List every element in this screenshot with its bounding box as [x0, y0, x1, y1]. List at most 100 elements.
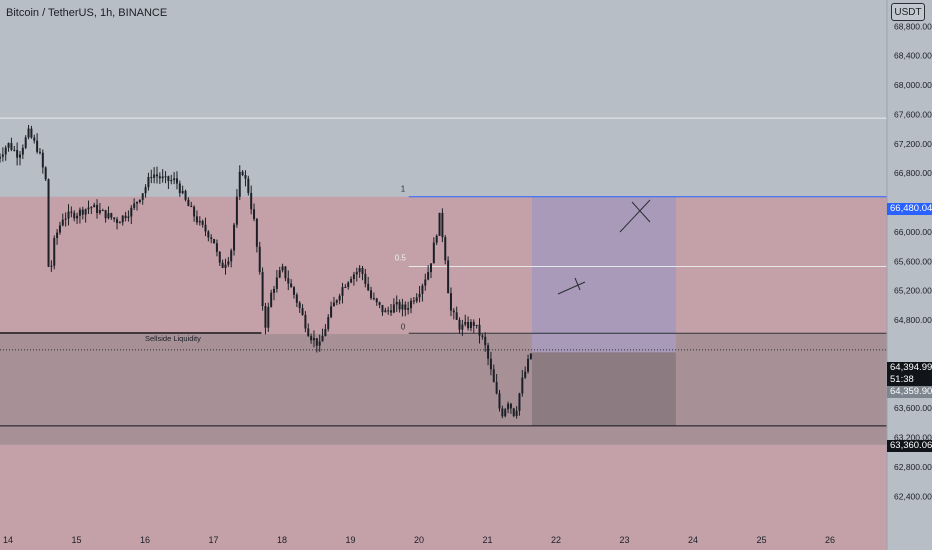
candle-body [518, 393, 521, 411]
candle-body [458, 319, 461, 330]
candle-body [98, 210, 101, 213]
candle-body [198, 221, 201, 223]
candle-body [138, 199, 141, 203]
candle-body [30, 128, 33, 138]
candle-body [295, 294, 298, 303]
candle-body [407, 308, 410, 310]
candle-body [344, 286, 347, 288]
candle-body [318, 341, 321, 346]
candle-body [16, 150, 19, 158]
candle-body [307, 328, 310, 337]
candle-body [21, 147, 24, 155]
x-tick-label: 25 [756, 535, 766, 545]
candle-body [50, 265, 53, 267]
candle-body [504, 409, 507, 417]
candle-body [287, 278, 290, 284]
candle-body [184, 190, 187, 200]
candle-body [241, 171, 244, 176]
candle-body [133, 203, 136, 208]
candle-body [261, 271, 264, 307]
candle-body [141, 193, 144, 200]
candle-body [56, 232, 59, 239]
y-tick-label: 65,600.00 [894, 256, 932, 266]
candle-body [173, 178, 176, 181]
candle-body [387, 310, 390, 312]
candle-body [338, 295, 341, 301]
candle-body [335, 300, 338, 303]
candle-body [127, 216, 130, 218]
candle-body [384, 310, 387, 313]
candle-body [455, 312, 458, 320]
candle-body [224, 264, 227, 268]
candle-body [444, 237, 447, 261]
candle-body [264, 306, 267, 328]
candle-body [107, 213, 110, 219]
cross-mark-target [619, 199, 651, 233]
candle-body [210, 237, 213, 240]
candle-body [452, 310, 455, 313]
candle-body [238, 171, 241, 197]
candle-body [275, 277, 278, 289]
discount-zone [0, 334, 887, 445]
candle-body [27, 128, 30, 138]
x-tick-label: 14 [3, 535, 13, 545]
candle-body [472, 321, 475, 326]
x-tick-label: 21 [482, 535, 492, 545]
premium-zone [0, 196, 887, 335]
y-tick-label: 66,000.00 [894, 227, 932, 237]
candle-body [221, 262, 224, 268]
candle-body [204, 224, 207, 232]
current-price-tag: 64,394.99 [887, 362, 932, 374]
candle-body [0, 156, 2, 159]
position-stop-zone[interactable] [532, 352, 676, 426]
fib-label-0: 0 [401, 322, 406, 331]
x-tick-label: 19 [345, 535, 355, 545]
price-axis[interactable] [887, 0, 932, 550]
candle-body [215, 243, 218, 252]
candle-body [512, 408, 515, 416]
chart-title: Bitcoin / TetherUS, 1h, BINANCE [6, 7, 168, 19]
candle-body [33, 137, 36, 141]
candle-body [13, 149, 16, 151]
candle-body [481, 335, 484, 337]
candle-body [244, 175, 247, 179]
candle-body [515, 410, 518, 416]
candle-body [429, 263, 432, 273]
candle-body [398, 301, 401, 310]
lower-zone [0, 444, 887, 550]
candle-body [61, 219, 64, 226]
candle-body [187, 199, 190, 207]
candle-body [321, 335, 324, 342]
candle-body [18, 154, 21, 158]
candle-body [330, 306, 333, 318]
candle-body [153, 174, 156, 178]
candle-body [181, 190, 184, 194]
candle-body [327, 317, 330, 330]
candle-body [47, 179, 50, 267]
y-tick-label: 62,800.00 [894, 462, 932, 472]
candle-body [73, 212, 76, 219]
candle-body [461, 324, 464, 330]
position-target-zone[interactable] [532, 196, 676, 353]
candle-body [67, 211, 70, 219]
candle-body [315, 338, 318, 346]
currency-button[interactable]: USDT [891, 3, 925, 21]
candle-body [101, 210, 104, 212]
candle-body [524, 371, 527, 378]
candle-body [304, 314, 307, 329]
candle-body [447, 260, 450, 294]
candle-body [489, 358, 492, 370]
candle-body [527, 358, 530, 372]
y-tick-label: 64,800.00 [894, 315, 932, 325]
candle-body [113, 217, 116, 220]
candle-body [195, 216, 198, 223]
candle-body [104, 210, 107, 219]
y-tick-label: 66,800.00 [894, 168, 932, 178]
candle-body [495, 382, 498, 394]
candle-body [118, 222, 121, 224]
candle-body [421, 285, 424, 294]
candle-body [475, 324, 478, 326]
candle-body [381, 304, 384, 313]
